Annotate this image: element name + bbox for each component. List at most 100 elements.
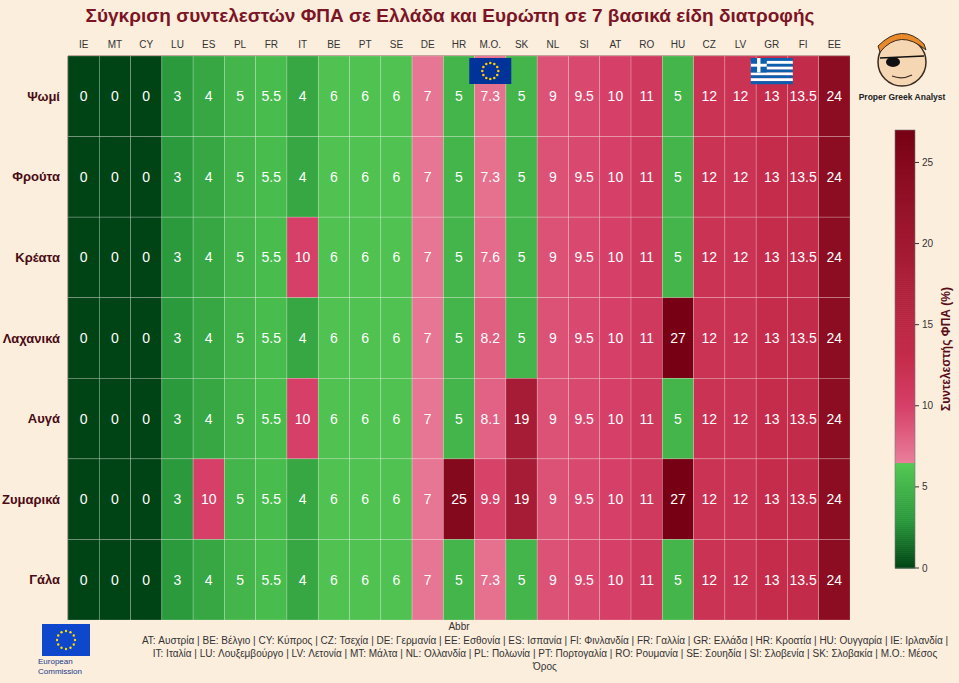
svg-text:15: 15	[922, 319, 934, 330]
svg-text:11: 11	[639, 169, 654, 185]
svg-text:CZ: CZ	[703, 39, 716, 50]
svg-text:3: 3	[174, 88, 182, 104]
svg-text:6: 6	[361, 249, 369, 265]
svg-text:10: 10	[201, 491, 217, 507]
svg-text:6: 6	[393, 491, 401, 507]
svg-text:Proper Greek Analyst: Proper Greek Analyst	[859, 92, 946, 102]
svg-text:9.5: 9.5	[574, 572, 594, 588]
svg-text:0: 0	[142, 491, 150, 507]
svg-text:6: 6	[361, 572, 369, 588]
svg-text:4: 4	[205, 572, 213, 588]
svg-text:6: 6	[361, 330, 369, 346]
svg-text:12: 12	[701, 169, 717, 185]
svg-text:6: 6	[393, 169, 401, 185]
svg-text:7.3: 7.3	[481, 169, 501, 185]
svg-text:12: 12	[733, 330, 749, 346]
svg-text:4: 4	[299, 169, 307, 185]
svg-text:10: 10	[608, 411, 624, 427]
svg-text:24: 24	[827, 169, 843, 185]
svg-text:6: 6	[361, 88, 369, 104]
svg-text:7.6: 7.6	[481, 249, 501, 265]
svg-text:5: 5	[518, 249, 526, 265]
svg-text:0: 0	[111, 88, 119, 104]
svg-text:5: 5	[455, 249, 463, 265]
svg-text:HU: HU	[671, 39, 685, 50]
svg-text:13.5: 13.5	[789, 491, 816, 507]
svg-text:13.5: 13.5	[789, 169, 816, 185]
svg-text:7: 7	[424, 491, 432, 507]
svg-text:IT: IT	[298, 39, 307, 50]
svg-text:5: 5	[674, 169, 682, 185]
svg-text:0: 0	[111, 491, 119, 507]
svg-text:13: 13	[764, 572, 780, 588]
svg-text:5: 5	[922, 481, 928, 492]
svg-text:3: 3	[174, 411, 182, 427]
svg-text:0: 0	[142, 249, 150, 265]
svg-text:5: 5	[674, 411, 682, 427]
svg-text:12: 12	[733, 169, 749, 185]
svg-text:11: 11	[639, 411, 654, 427]
svg-text:3: 3	[174, 249, 182, 265]
svg-text:25: 25	[922, 157, 934, 168]
svg-text:HR: HR	[452, 39, 466, 50]
svg-text:10: 10	[608, 88, 624, 104]
svg-text:12: 12	[701, 249, 717, 265]
svg-text:5: 5	[455, 169, 463, 185]
svg-text:10: 10	[608, 491, 624, 507]
svg-text:5: 5	[518, 88, 526, 104]
svg-text:5: 5	[518, 169, 526, 185]
svg-text:24: 24	[827, 572, 843, 588]
svg-text:0: 0	[142, 572, 150, 588]
svg-text:0: 0	[111, 411, 119, 427]
svg-text:5: 5	[674, 572, 682, 588]
svg-text:0: 0	[80, 411, 88, 427]
svg-text:6: 6	[361, 169, 369, 185]
svg-text:SE: SE	[390, 39, 404, 50]
svg-text:0: 0	[142, 411, 150, 427]
svg-text:10: 10	[295, 249, 311, 265]
svg-text:12: 12	[733, 491, 749, 507]
svg-text:0: 0	[80, 249, 88, 265]
svg-text:0: 0	[111, 330, 119, 346]
svg-text:7: 7	[424, 169, 432, 185]
svg-text:12: 12	[701, 88, 717, 104]
svg-text:5.5: 5.5	[262, 491, 282, 507]
svg-text:Ψωμί: Ψωμί	[27, 89, 60, 104]
svg-text:4: 4	[299, 491, 307, 507]
svg-text:5: 5	[518, 330, 526, 346]
svg-text:6: 6	[330, 249, 338, 265]
svg-text:6: 6	[393, 411, 401, 427]
svg-text:GR: GR	[764, 39, 779, 50]
svg-text:5: 5	[455, 411, 463, 427]
svg-text:7: 7	[424, 88, 432, 104]
svg-text:BE: BE	[327, 39, 341, 50]
svg-text:EE: EE	[828, 39, 842, 50]
svg-text:7: 7	[424, 330, 432, 346]
svg-text:5: 5	[455, 88, 463, 104]
svg-text:7.3: 7.3	[481, 88, 501, 104]
svg-text:9: 9	[549, 491, 557, 507]
svg-text:Αυγά: Αυγά	[28, 411, 60, 426]
svg-text:3: 3	[174, 169, 182, 185]
svg-text:0: 0	[80, 330, 88, 346]
svg-text:19: 19	[514, 411, 530, 427]
svg-text:12: 12	[733, 572, 749, 588]
svg-text:9: 9	[549, 411, 557, 427]
svg-text:Ζυμαρικά: Ζυμαρικά	[2, 492, 60, 507]
svg-text:13: 13	[764, 411, 780, 427]
svg-text:13.5: 13.5	[789, 330, 816, 346]
svg-text:7.3: 7.3	[481, 572, 501, 588]
svg-text:9: 9	[549, 169, 557, 185]
svg-text:6: 6	[393, 330, 401, 346]
svg-text:13: 13	[764, 330, 780, 346]
svg-text:IE: IE	[79, 39, 89, 50]
svg-text:5.5: 5.5	[262, 88, 282, 104]
svg-text:Φρούτα: Φρούτα	[12, 169, 60, 184]
svg-text:7: 7	[424, 249, 432, 265]
svg-text:11: 11	[639, 330, 654, 346]
svg-text:5.5: 5.5	[262, 169, 282, 185]
svg-text:0: 0	[142, 169, 150, 185]
svg-text:9: 9	[549, 572, 557, 588]
svg-text:M.O.: M.O.	[479, 39, 501, 50]
svg-text:AT: AT	[609, 39, 621, 50]
